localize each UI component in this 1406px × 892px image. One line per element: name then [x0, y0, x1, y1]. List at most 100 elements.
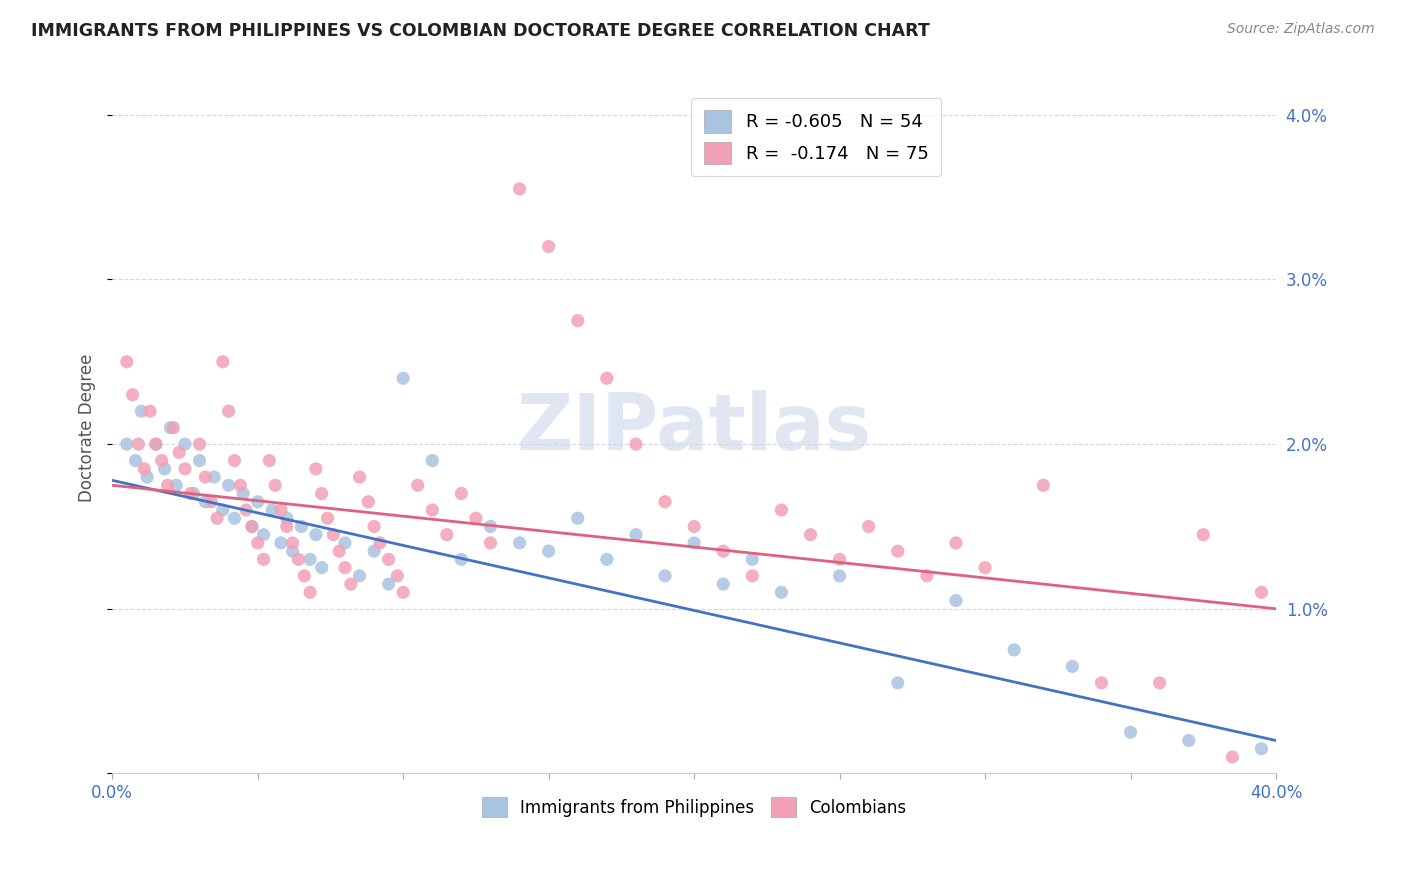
- Point: [264, 478, 287, 492]
- Point: [1119, 725, 1142, 739]
- Point: [1192, 527, 1215, 541]
- Point: [165, 478, 187, 492]
- Point: [194, 470, 217, 484]
- Text: IMMIGRANTS FROM PHILIPPINES VS COLOMBIAN DOCTORATE DEGREE CORRELATION CHART: IMMIGRANTS FROM PHILIPPINES VS COLOMBIAN…: [31, 22, 929, 40]
- Point: [246, 536, 269, 550]
- Point: [316, 511, 339, 525]
- Point: [333, 560, 356, 574]
- Point: [134, 462, 156, 476]
- Point: [240, 519, 263, 533]
- Point: [174, 437, 197, 451]
- Point: [436, 527, 458, 541]
- Point: [311, 486, 333, 500]
- Point: [259, 453, 281, 467]
- Point: [299, 552, 322, 566]
- Point: [270, 503, 292, 517]
- Point: [799, 527, 821, 541]
- Point: [464, 511, 486, 525]
- Point: [479, 536, 502, 550]
- Point: [232, 486, 254, 500]
- Point: [183, 486, 205, 500]
- Point: [162, 420, 184, 434]
- Point: [153, 462, 176, 476]
- Point: [131, 404, 153, 418]
- Point: [349, 470, 371, 484]
- Point: [299, 585, 322, 599]
- Point: [828, 569, 851, 583]
- Point: [167, 445, 190, 459]
- Point: [945, 536, 967, 550]
- Point: [188, 453, 211, 467]
- Point: [858, 519, 880, 533]
- Point: [479, 519, 502, 533]
- Point: [145, 437, 167, 451]
- Point: [420, 453, 443, 467]
- Point: [392, 371, 415, 385]
- Point: [150, 453, 173, 467]
- Point: [770, 503, 793, 517]
- Point: [224, 511, 246, 525]
- Point: [229, 478, 252, 492]
- Point: [450, 486, 472, 500]
- Point: [1177, 733, 1199, 747]
- Point: [305, 462, 328, 476]
- Point: [406, 478, 429, 492]
- Point: [281, 544, 304, 558]
- Point: [596, 371, 619, 385]
- Point: [349, 569, 371, 583]
- Point: [136, 470, 159, 484]
- Point: [1250, 585, 1272, 599]
- Point: [1062, 659, 1084, 673]
- Point: [567, 313, 589, 327]
- Point: [420, 503, 443, 517]
- Point: [156, 478, 179, 492]
- Point: [340, 577, 363, 591]
- Point: [115, 437, 138, 451]
- Point: [1250, 741, 1272, 756]
- Point: [246, 495, 269, 509]
- Point: [1149, 676, 1171, 690]
- Point: [387, 569, 409, 583]
- Point: [224, 453, 246, 467]
- Point: [139, 404, 162, 418]
- Point: [357, 495, 380, 509]
- Point: [174, 462, 197, 476]
- Point: [235, 503, 257, 517]
- Point: [368, 536, 391, 550]
- Point: [305, 527, 328, 541]
- Point: [194, 495, 217, 509]
- Point: [567, 511, 589, 525]
- Point: [276, 519, 298, 533]
- Point: [624, 527, 647, 541]
- Point: [205, 511, 228, 525]
- Point: [741, 569, 763, 583]
- Point: [654, 569, 676, 583]
- Point: [711, 544, 734, 558]
- Point: [887, 544, 910, 558]
- Point: [252, 527, 274, 541]
- Text: ZIPatlas: ZIPatlas: [516, 390, 872, 466]
- Point: [363, 544, 385, 558]
- Point: [741, 552, 763, 566]
- Point: [915, 569, 938, 583]
- Point: [711, 577, 734, 591]
- Point: [322, 527, 344, 541]
- Point: [145, 437, 167, 451]
- Legend: Immigrants from Philippines, Colombians: Immigrants from Philippines, Colombians: [475, 790, 912, 824]
- Y-axis label: Doctorate Degree: Doctorate Degree: [79, 353, 96, 502]
- Point: [240, 519, 263, 533]
- Point: [127, 437, 149, 451]
- Point: [654, 495, 676, 509]
- Point: [218, 404, 240, 418]
- Point: [1002, 643, 1025, 657]
- Point: [121, 388, 143, 402]
- Point: [159, 420, 181, 434]
- Point: [211, 503, 233, 517]
- Point: [218, 478, 240, 492]
- Point: [596, 552, 619, 566]
- Point: [188, 437, 211, 451]
- Point: [363, 519, 385, 533]
- Point: [509, 536, 531, 550]
- Point: [281, 536, 304, 550]
- Point: [333, 536, 356, 550]
